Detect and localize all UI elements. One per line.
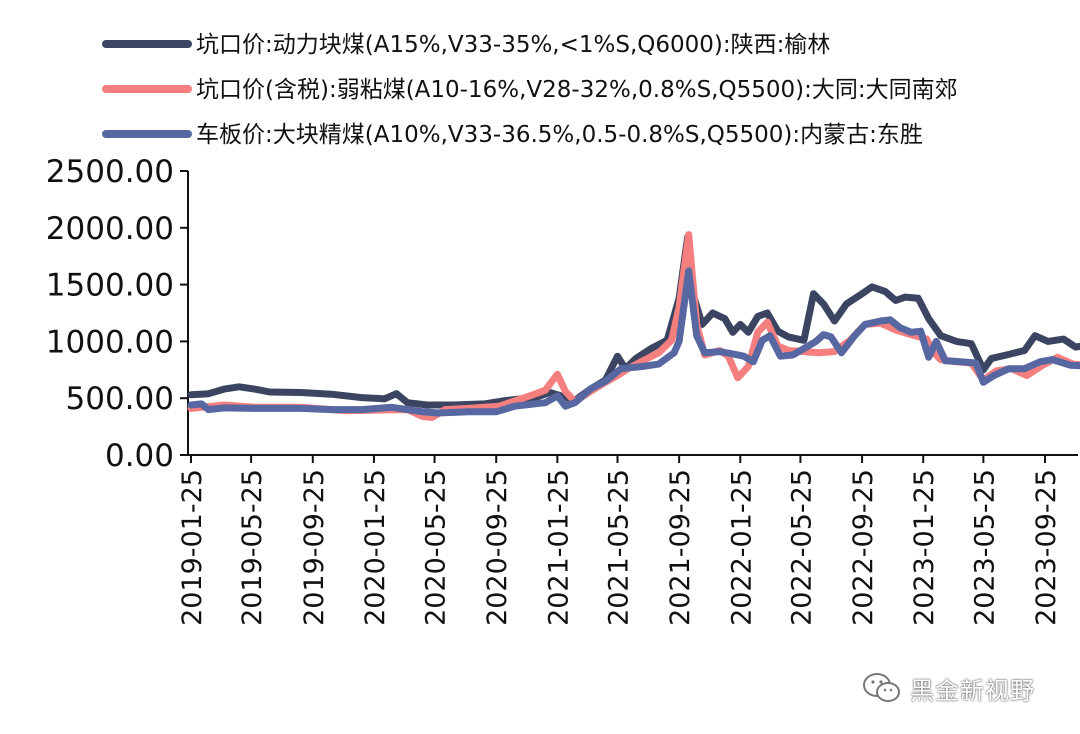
legend: 坑口价:动力块煤(A15%,V33-35%,<1%S,Q6000):陕西:榆林坑… [102,32,958,148]
x-tick-label: 2022-05-25 [786,469,817,626]
x-tick-label: 2021-09-25 [665,469,696,626]
x-tick-label: 2023-01-25 [909,469,940,626]
y-axis-ticks: 0.00 500.00 1000.00 1500.00 2000.00 2500.00 [46,154,188,474]
y-tick-label: 1500.00 [46,268,174,304]
x-tick-label: 2020-05-25 [421,469,452,626]
series-line-3 [187,267,1080,417]
series-line-1 [187,233,1080,409]
x-tick-label: 2021-01-25 [543,469,574,626]
series-line-2 [187,231,1080,421]
x-tick-label: 2023-05-25 [969,469,1000,626]
y-tick-label: 1000.00 [46,324,174,360]
plot-area [187,231,1080,421]
legend-label-2: 坑口价(含税):弱粘煤(A10-16%,V28-32%,0.8%S,Q5500)… [196,77,958,103]
x-tick-label: 2019-09-25 [299,469,330,626]
watermark: 黑金新视野 [862,670,1035,706]
legend-label-1: 坑口价:动力块煤(A15%,V33-35%,<1%S,Q6000):陕西:榆林 [196,32,830,58]
watermark-text: 黑金新视野 [910,676,1035,705]
legend-label-3: 车板价:大块精煤(A10%,V33-36.5%,0.5-0.8%S,Q5500)… [196,122,923,148]
y-tick-label: 0.00 [105,438,174,474]
x-tick-label: 2022-09-25 [848,469,879,626]
x-tick-label: 2021-05-25 [603,469,634,626]
y-tick-label: 2000.00 [46,211,174,247]
x-tick-label: 2023-09-25 [1031,469,1062,626]
x-tick-label: 2019-05-25 [237,469,268,626]
y-tick-label: 2500.00 [46,154,174,190]
y-tick-label: 500.00 [66,381,174,417]
x-tick-label: 2019-01-25 [177,469,208,626]
x-tick-label: 2020-09-25 [482,469,513,626]
x-tick-label: 2022-01-25 [726,469,757,626]
x-axis-ticks: 2019-01-25 2019-05-25 2019-09-25 2020-01-25… [177,455,1062,626]
wechat-icon [863,673,900,702]
x-tick-label: 2020-01-25 [360,469,391,626]
